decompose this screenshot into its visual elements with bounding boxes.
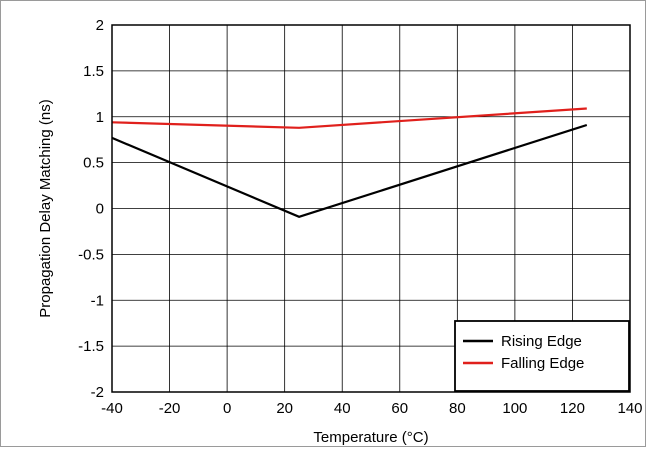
y-tick-label: 0	[96, 201, 104, 218]
y-tick-label: -1.5	[78, 338, 104, 355]
x-tick-label: 120	[560, 400, 585, 417]
x-tick-label: -20	[159, 400, 181, 417]
y-axis-label: Propagation Delay Matching (ns)	[37, 99, 54, 317]
series-group	[111, 107, 588, 218]
x-tick-label: 20	[276, 400, 293, 417]
x-tick-label: 40	[334, 400, 351, 417]
series-line-rising-edge	[111, 123, 588, 218]
x-tick-label: 80	[449, 400, 466, 417]
y-tick-label: 1	[96, 109, 104, 126]
x-tick-label: 100	[502, 400, 527, 417]
x-tick-label: -40	[101, 400, 123, 417]
y-tick-label: -2	[91, 384, 104, 401]
x-tick-label: 140	[617, 400, 642, 417]
x-tick-label: 60	[391, 400, 408, 417]
y-tick-label: -0.5	[78, 246, 104, 263]
legend-label-falling-edge: Falling Edge	[501, 355, 584, 372]
y-tick-label: 0.5	[83, 155, 104, 172]
x-tick-labels: -40 -20 0 20 40 60 80 100 120 140	[101, 400, 642, 417]
plot-frame	[111, 24, 631, 393]
legend: Rising Edge Falling Edge	[454, 320, 630, 392]
legend-box	[454, 320, 630, 392]
y-tick-label: -1	[91, 292, 104, 309]
legend-label-rising-edge: Rising Edge	[501, 333, 582, 350]
x-axis-label: Temperature (°C)	[313, 429, 428, 446]
y-tick-label: 2	[96, 17, 104, 34]
y-tick-label: 1.5	[83, 63, 104, 80]
y-tick-labels: -2 -1.5 -1 -0.5 0 0.5 1 1.5 2	[78, 17, 104, 401]
series-line-falling-edge	[111, 107, 587, 129]
x-tick-label: 0	[223, 400, 231, 417]
